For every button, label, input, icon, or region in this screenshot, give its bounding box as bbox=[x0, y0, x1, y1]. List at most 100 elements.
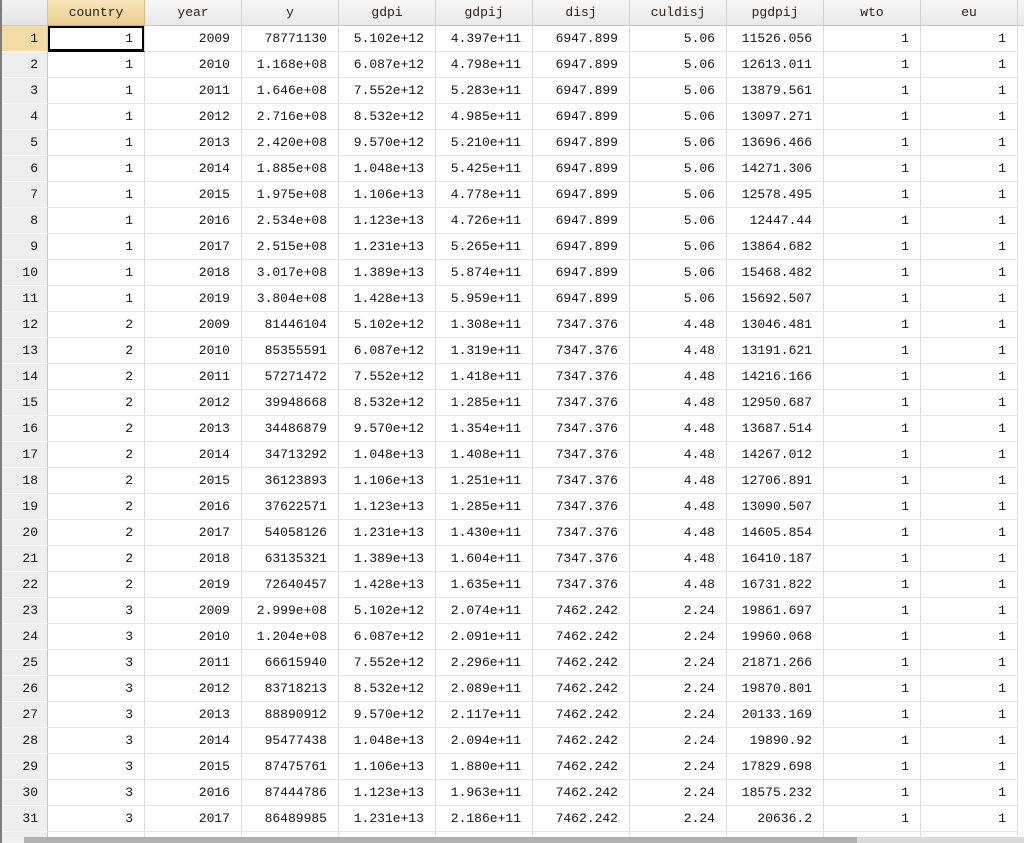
data-cell[interactable]: 20636.2 bbox=[727, 806, 824, 832]
data-cell[interactable]: 1 bbox=[824, 364, 921, 390]
data-cell[interactable]: 1 bbox=[48, 78, 145, 104]
data-cell[interactable]: 17829.698 bbox=[727, 754, 824, 780]
data-cell[interactable]: 1.285e+11 bbox=[436, 494, 533, 520]
data-cell[interactable]: 4.48 bbox=[630, 338, 727, 364]
data-cell[interactable]: 3 bbox=[48, 650, 145, 676]
column-header-year[interactable]: year bbox=[145, 0, 242, 26]
data-cell[interactable]: 3 bbox=[48, 624, 145, 650]
data-cell[interactable]: 7347.376 bbox=[533, 390, 630, 416]
data-cell[interactable]: 1 bbox=[921, 806, 1018, 832]
data-cell[interactable]: 18575.232 bbox=[727, 780, 824, 806]
data-cell[interactable]: 2 bbox=[48, 520, 145, 546]
data-cell[interactable]: 1 bbox=[824, 676, 921, 702]
data-cell[interactable]: 1.354e+11 bbox=[436, 416, 533, 442]
data-cell[interactable]: 1 bbox=[824, 572, 921, 598]
corner-select-all-cell[interactable] bbox=[2, 0, 48, 26]
data-cell[interactable]: 1 bbox=[824, 780, 921, 806]
data-cell[interactable]: 6947.899 bbox=[533, 208, 630, 234]
data-cell[interactable]: 6947.899 bbox=[533, 52, 630, 78]
data-cell[interactable]: 2 bbox=[48, 312, 145, 338]
data-cell[interactable]: 1 bbox=[921, 702, 1018, 728]
data-cell[interactable]: 7347.376 bbox=[533, 494, 630, 520]
data-cell[interactable]: 1 bbox=[824, 390, 921, 416]
data-cell[interactable]: 8.532e+12 bbox=[339, 104, 436, 130]
data-cell[interactable]: 19890.92 bbox=[727, 728, 824, 754]
data-cell[interactable]: 14605.854 bbox=[727, 520, 824, 546]
data-cell[interactable]: 2.24 bbox=[630, 806, 727, 832]
data-cell[interactable]: 1 bbox=[824, 182, 921, 208]
data-cell[interactable]: 4.778e+11 bbox=[436, 182, 533, 208]
data-cell[interactable]: 66615940 bbox=[242, 650, 339, 676]
data-cell[interactable]: 1.963e+11 bbox=[436, 780, 533, 806]
data-cell[interactable]: 1.285e+11 bbox=[436, 390, 533, 416]
data-cell[interactable]: 4.48 bbox=[630, 364, 727, 390]
row-number[interactable]: 1 bbox=[2, 26, 48, 52]
data-cell[interactable]: 1 bbox=[824, 78, 921, 104]
data-cell[interactable]: 1 bbox=[921, 286, 1018, 312]
data-cell[interactable]: 2012 bbox=[145, 104, 242, 130]
row-number[interactable]: 21 bbox=[2, 546, 48, 572]
data-cell[interactable]: 1 bbox=[48, 52, 145, 78]
data-cell[interactable]: 8.532e+12 bbox=[339, 676, 436, 702]
data-cell[interactable]: 1 bbox=[921, 598, 1018, 624]
row-number[interactable]: 6 bbox=[2, 156, 48, 182]
data-cell[interactable]: 12613.011 bbox=[727, 52, 824, 78]
data-cell[interactable]: 1 bbox=[921, 390, 1018, 416]
data-cell[interactable]: 5.06 bbox=[630, 208, 727, 234]
data-cell[interactable]: 1.106e+13 bbox=[339, 182, 436, 208]
column-header-culdisj[interactable]: culdisj bbox=[630, 0, 727, 26]
data-cell[interactable]: 1 bbox=[921, 312, 1018, 338]
data-cell[interactable]: 13097.271 bbox=[727, 104, 824, 130]
data-cell[interactable]: 7347.376 bbox=[533, 468, 630, 494]
scrollbar-track-right[interactable] bbox=[857, 837, 1024, 843]
data-cell[interactable]: 7462.242 bbox=[533, 780, 630, 806]
data-cell[interactable]: 6947.899 bbox=[533, 182, 630, 208]
data-cell[interactable]: 15692.507 bbox=[727, 286, 824, 312]
data-cell[interactable]: 1 bbox=[921, 572, 1018, 598]
data-cell[interactable]: 1 bbox=[921, 208, 1018, 234]
data-cell[interactable]: 1 bbox=[921, 156, 1018, 182]
data-cell[interactable]: 1 bbox=[921, 468, 1018, 494]
row-number[interactable]: 17 bbox=[2, 442, 48, 468]
data-cell[interactable]: 78771130 bbox=[242, 26, 339, 52]
data-cell[interactable]: 1 bbox=[824, 130, 921, 156]
data-cell[interactable]: 1.389e+13 bbox=[339, 260, 436, 286]
data-cell[interactable]: 1 bbox=[824, 806, 921, 832]
data-cell[interactable]: 1 bbox=[921, 546, 1018, 572]
row-number[interactable]: 28 bbox=[2, 728, 48, 754]
data-cell[interactable]: 1.430e+11 bbox=[436, 520, 533, 546]
data-cell[interactable]: 5.06 bbox=[630, 182, 727, 208]
column-header-gdpij[interactable]: gdpij bbox=[436, 0, 533, 26]
data-cell[interactable]: 1 bbox=[921, 104, 1018, 130]
data-cell[interactable]: 2010 bbox=[145, 52, 242, 78]
data-cell[interactable]: 5.06 bbox=[630, 156, 727, 182]
data-cell[interactable]: 6947.899 bbox=[533, 26, 630, 52]
data-cell[interactable]: 1 bbox=[824, 338, 921, 364]
data-cell[interactable]: 81446104 bbox=[242, 312, 339, 338]
data-cell[interactable]: 1 bbox=[921, 182, 1018, 208]
data-cell[interactable]: 6947.899 bbox=[533, 130, 630, 156]
data-cell[interactable]: 19960.068 bbox=[727, 624, 824, 650]
data-cell[interactable]: 2012 bbox=[145, 390, 242, 416]
data-cell[interactable]: 5.06 bbox=[630, 78, 727, 104]
data-cell[interactable]: 7347.376 bbox=[533, 546, 630, 572]
data-cell[interactable]: 37622571 bbox=[242, 494, 339, 520]
data-cell[interactable]: 1.123e+13 bbox=[339, 208, 436, 234]
data-cell[interactable]: 7.552e+12 bbox=[339, 650, 436, 676]
data-cell[interactable]: 2016 bbox=[145, 208, 242, 234]
data-cell[interactable]: 2018 bbox=[145, 546, 242, 572]
data-cell[interactable]: 2 bbox=[48, 364, 145, 390]
data-cell[interactable]: 8.532e+12 bbox=[339, 390, 436, 416]
data-cell[interactable]: 5.210e+11 bbox=[436, 130, 533, 156]
row-number[interactable]: 18 bbox=[2, 468, 48, 494]
data-cell[interactable]: 83718213 bbox=[242, 676, 339, 702]
data-cell[interactable]: 6.087e+12 bbox=[339, 624, 436, 650]
data-cell[interactable]: 6947.899 bbox=[533, 260, 630, 286]
data-cell[interactable]: 1 bbox=[824, 494, 921, 520]
data-cell[interactable]: 20133.169 bbox=[727, 702, 824, 728]
data-cell[interactable]: 4.985e+11 bbox=[436, 104, 533, 130]
data-cell[interactable]: 5.06 bbox=[630, 104, 727, 130]
data-cell[interactable]: 2.24 bbox=[630, 728, 727, 754]
data-cell[interactable]: 5.959e+11 bbox=[436, 286, 533, 312]
data-cell[interactable]: 1 bbox=[921, 260, 1018, 286]
